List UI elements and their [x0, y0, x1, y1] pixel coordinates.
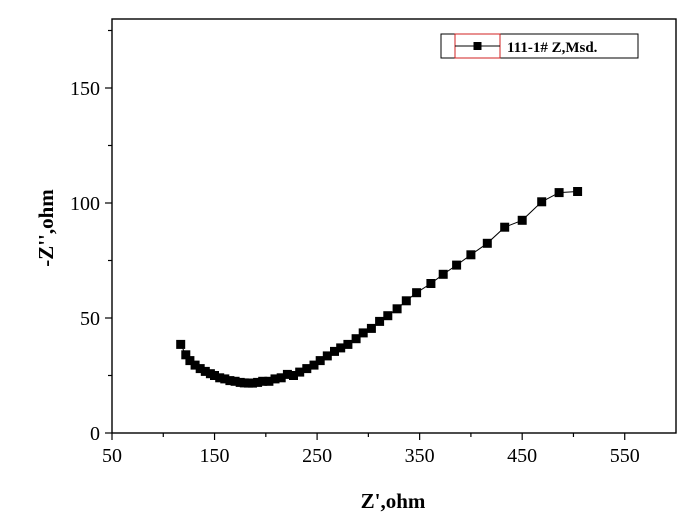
data-point — [225, 376, 235, 386]
data-point — [452, 260, 462, 270]
data-point — [289, 371, 298, 380]
data-point — [276, 373, 286, 383]
x-tick-label: 550 — [610, 445, 640, 467]
data-point — [181, 350, 191, 360]
data-point — [573, 187, 583, 196]
data-point — [336, 343, 346, 353]
legend-label: 111-1# Z,Msd. — [507, 40, 598, 56]
data-point — [383, 311, 393, 321]
data-point — [309, 360, 319, 370]
data-point — [358, 328, 368, 338]
data-point — [537, 197, 547, 207]
data-point — [517, 215, 527, 225]
data-point — [401, 296, 411, 306]
data-point — [176, 339, 186, 349]
data-point — [195, 364, 205, 374]
y-tick-label: 150 — [70, 78, 100, 100]
data-point — [482, 238, 492, 248]
data-point — [253, 377, 263, 387]
data-point — [210, 371, 219, 380]
data-point — [258, 376, 268, 386]
y-axis-title: -Z'',ohm — [34, 189, 58, 267]
data-point — [295, 367, 305, 377]
data-point — [302, 364, 312, 374]
plot-frame — [111, 18, 677, 434]
data-point — [315, 356, 325, 366]
x-axis-title: Z',ohm — [361, 489, 426, 513]
y-tick-label: 100 — [70, 193, 100, 215]
x-tick-label: 250 — [302, 445, 332, 467]
data-point — [438, 269, 448, 279]
data-point — [375, 316, 385, 326]
data-point — [200, 366, 210, 376]
data-point — [322, 351, 332, 361]
data-point — [343, 339, 353, 349]
legend: 111-1# Z,Msd. — [440, 33, 639, 59]
data-point — [554, 188, 564, 198]
data-point — [392, 304, 402, 314]
data-point — [366, 323, 376, 333]
data-point — [466, 250, 476, 260]
data-point — [282, 369, 292, 379]
data-point — [185, 356, 195, 366]
data-point — [330, 346, 339, 356]
data-point — [500, 222, 510, 232]
data-point — [248, 378, 257, 388]
x-tick-label: 350 — [405, 445, 435, 467]
x-tick-label: 450 — [507, 445, 537, 467]
x-tick-label: 150 — [200, 445, 230, 467]
data-point — [264, 376, 274, 386]
data-point — [351, 334, 361, 344]
x-tick-label: 50 — [102, 445, 122, 467]
legend-marker — [473, 42, 482, 50]
data-point — [220, 374, 230, 384]
series-layer — [176, 187, 583, 388]
y-tick-label: 50 — [80, 308, 100, 330]
data-point — [230, 376, 240, 386]
y-tick-label: 0 — [90, 423, 100, 445]
data-point — [270, 374, 280, 384]
data-point — [190, 360, 200, 370]
data-point — [426, 279, 436, 288]
data-point — [215, 373, 225, 383]
data-point — [412, 288, 422, 298]
